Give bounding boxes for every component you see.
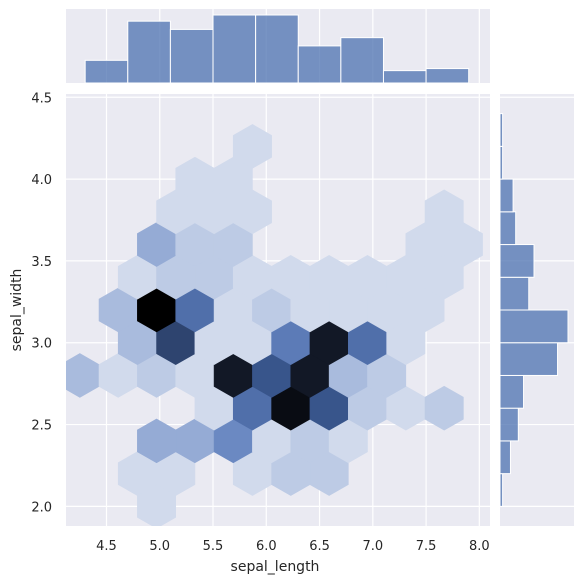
marginal-x-bar (255, 14, 299, 84)
marginal-y-bar (499, 244, 535, 278)
x-tick-label: 4.5 (96, 539, 117, 554)
marginal-x-bar (425, 68, 470, 84)
hexbin-cell (424, 385, 464, 431)
marginal-x-bar (84, 59, 129, 84)
marginal-y-bar (499, 145, 504, 180)
x-axis-label: sepal_length (231, 559, 320, 575)
marginal-y-bar (499, 473, 504, 507)
y-tick-label: 3.5 (31, 255, 52, 270)
x-tick-label: 5.0 (149, 539, 170, 554)
marginal-y-bar (499, 374, 525, 409)
x-tick-label: 7.5 (416, 539, 437, 554)
y-tick-label: 4.0 (31, 173, 52, 188)
x-tick-label: 8.0 (469, 539, 490, 554)
y-tick-label: 2.5 (31, 419, 52, 434)
marginal-x-bar (127, 20, 171, 84)
y-tick-label: 2.0 (31, 500, 52, 515)
marginal-y-bar (499, 178, 514, 213)
marginal-y-bar (499, 407, 519, 442)
marginal-y-bar (499, 440, 511, 475)
y-axis-label: sepal_width (9, 269, 25, 352)
marginal-x-histogram (66, 9, 490, 84)
y-tick-label: 3.0 (31, 337, 52, 352)
hexbin-cells (66, 124, 483, 526)
marginal-y-bar (499, 342, 559, 376)
x-axis-ticks: 4.5 5.0 5.5 6.0 6.5 7.0 7.5 8.0 (96, 539, 490, 554)
marginal-x-bar (297, 45, 342, 84)
x-tick-label: 5.5 (203, 539, 224, 554)
marginal-y-bar (499, 276, 530, 311)
hexbin-cell (424, 189, 464, 235)
marginal-x-bar (382, 70, 427, 84)
marginal-y-histogram (499, 94, 574, 526)
x-tick-label: 6.5 (309, 539, 330, 554)
marginal-x-bar (169, 28, 214, 84)
y-tick-label: 4.5 (31, 91, 52, 106)
marginal-x-bars (84, 14, 470, 84)
marginal-x-bar (212, 14, 257, 84)
x-tick-label: 6.0 (256, 539, 277, 554)
marginal-y-bar (499, 113, 504, 147)
x-tick-label: 7.0 (362, 539, 383, 554)
hexbin-cell (232, 124, 272, 169)
marginal-x-bar (340, 37, 384, 84)
hexbin-plot-area (66, 94, 490, 526)
marginal-y-bar (499, 211, 517, 246)
marginal-y-bars (499, 113, 569, 507)
y-axis-ticks: 2.0 2.5 3.0 3.5 4.0 4.5 (31, 91, 52, 515)
marginal-y-bar (499, 309, 569, 344)
